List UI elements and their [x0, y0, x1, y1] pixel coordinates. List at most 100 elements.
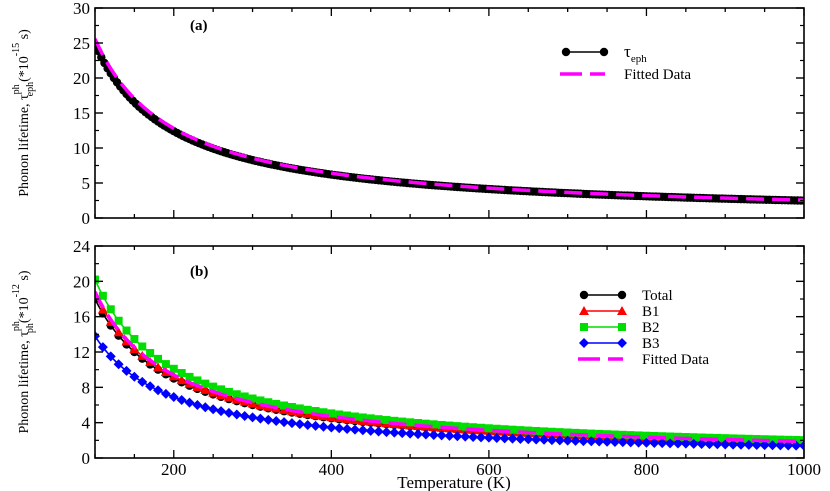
- data-point: [121, 365, 132, 376]
- legend-marker: [599, 47, 609, 57]
- data-point: [783, 440, 794, 451]
- data-point: [460, 431, 471, 442]
- data-point: [201, 379, 210, 388]
- data-point: [767, 440, 778, 451]
- y-tick-label: 20: [73, 272, 90, 291]
- fitted-curve: [95, 38, 804, 202]
- y-tick-label: 12: [73, 343, 90, 362]
- panel-label: (a): [190, 18, 208, 34]
- legend-label-main: B2: [642, 320, 660, 336]
- data-point: [610, 430, 619, 439]
- data-point: [153, 385, 164, 396]
- data-point: [452, 431, 463, 442]
- data-point: [665, 438, 676, 449]
- data-point: [185, 372, 194, 381]
- data-point: [500, 425, 509, 434]
- data-point: [240, 392, 249, 401]
- data-point: [445, 421, 454, 430]
- fitted-curve: [95, 291, 804, 444]
- data-point: [208, 404, 219, 415]
- data-point: [515, 433, 526, 444]
- legend-label-main: B1: [642, 304, 660, 320]
- data-point: [751, 440, 762, 451]
- plot-area: [95, 275, 804, 451]
- ylabel-unit-post: s): [17, 29, 32, 43]
- ylabel-sup: ph: [11, 84, 22, 94]
- data-point: [453, 422, 462, 431]
- ylabel-base: Phonon lifetime, τ: [17, 94, 32, 197]
- data-point: [130, 335, 139, 344]
- y-tick-label: 10: [73, 139, 90, 158]
- data-point: [696, 438, 707, 449]
- data-point: [192, 400, 203, 410]
- data-point: [217, 385, 226, 394]
- data-point: [609, 436, 620, 447]
- data-point: [420, 429, 431, 440]
- data-point: [704, 439, 715, 450]
- data-point: [247, 398, 258, 408]
- legend-label-main: Total: [642, 288, 673, 304]
- data-point: [728, 439, 739, 450]
- data-point: [444, 430, 455, 441]
- data-point: [578, 436, 589, 447]
- data-point: [106, 305, 115, 314]
- data-point: [248, 394, 257, 403]
- y-tick-label: 0: [82, 449, 91, 468]
- data-point: [366, 414, 375, 423]
- y-tick-label: 20: [73, 69, 90, 88]
- data-point: [113, 359, 124, 370]
- series-fitted-data: [95, 291, 804, 444]
- data-point: [428, 430, 439, 440]
- data-point: [343, 411, 352, 420]
- data-point: [223, 407, 234, 418]
- series-line: [95, 298, 804, 443]
- data-point: [177, 369, 186, 378]
- data-point: [657, 438, 668, 449]
- data-point: [469, 423, 478, 432]
- data-point: [735, 439, 746, 450]
- data-point: [114, 316, 123, 325]
- panel-b: 0 4 8 12 16 20 24 200 400 600 800 1000 (b) Phonon lif…: [11, 237, 821, 479]
- data-point: [365, 425, 376, 436]
- data-point: [649, 437, 660, 448]
- data-point: [389, 427, 400, 438]
- series-line: [95, 294, 804, 443]
- data-point: [255, 413, 266, 424]
- data-point: [358, 413, 367, 422]
- data-point: [499, 433, 510, 444]
- x-axis-title: Temperature (K): [397, 473, 511, 491]
- data-point: [200, 384, 211, 394]
- data-point: [264, 398, 273, 407]
- data-point: [617, 437, 628, 448]
- legend-label: τeph: [624, 42, 647, 65]
- x-tick-label: 200: [161, 460, 187, 479]
- data-point: [129, 371, 140, 382]
- ylabel-unit: (*10: [17, 297, 32, 323]
- data-point: [137, 376, 148, 387]
- data-point: [247, 412, 258, 423]
- data-point: [436, 430, 447, 441]
- data-point: [97, 304, 108, 314]
- data-point: [272, 399, 281, 408]
- ylabel-exp: -12: [11, 284, 22, 297]
- data-point: [342, 423, 353, 434]
- legend-label-main: B3: [642, 336, 660, 352]
- data-point: [216, 406, 227, 417]
- legend-marker: [617, 290, 627, 300]
- data-point: [303, 405, 312, 414]
- y-tick-label: 16: [73, 308, 90, 327]
- x-tick-label: 1000: [787, 460, 821, 479]
- data-point: [406, 418, 415, 427]
- data-point: [232, 390, 241, 399]
- data-point: [437, 420, 446, 429]
- data-point: [484, 424, 493, 433]
- data-point: [176, 375, 187, 385]
- ylabel-exp: -15: [11, 43, 22, 56]
- data-point: [523, 434, 534, 445]
- data-point: [122, 326, 131, 335]
- data-point: [310, 420, 321, 431]
- legend-marker: [618, 323, 626, 331]
- data-point: [562, 435, 573, 446]
- legend-marker: [580, 323, 588, 331]
